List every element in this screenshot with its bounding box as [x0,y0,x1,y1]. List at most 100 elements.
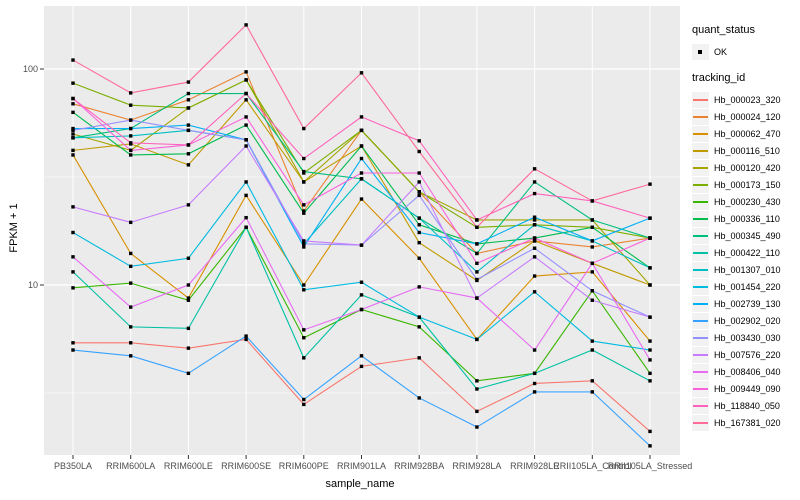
data-point [590,239,594,243]
data-point [417,230,421,235]
data-point [417,256,421,260]
data-point [71,126,75,131]
data-point [532,236,537,240]
series-color-key-icon [692,278,709,295]
series-color-key-icon [692,142,709,159]
data-point [590,270,594,274]
legend-item-Hb_002902_020: Hb_002902_020 [692,312,798,329]
data-point [244,334,248,338]
data-point [475,270,479,274]
data-point [648,339,652,343]
legend-item-Hb_007576_220: Hb_007576_220 [692,346,798,363]
data-point [359,156,364,161]
data-point [302,397,306,402]
series-color-key-icon [692,91,709,108]
data-point [475,251,479,256]
data-point [302,288,306,292]
x-tick-label: RRII105LA_Stressed [607,461,693,471]
data-point [71,255,75,259]
legend-item-label: Hb_009449_090 [714,383,781,394]
data-point [244,123,248,127]
legend-item-Hb_000116_510: Hb_000116_510 [692,142,798,159]
data-point [590,298,594,302]
data-point [244,215,248,220]
series-color-key-icon [692,346,709,363]
data-point [71,96,75,101]
data-point [129,153,133,157]
y-tick-label: 10 [27,280,38,290]
data-point [302,245,306,249]
legend-item-Hb_003430_030: Hb_003430_030 [692,329,798,346]
series-color-key-icon [692,125,709,142]
legend-item-label: Hb_000422_110 [714,247,780,258]
y-tick-label: 100 [22,64,38,74]
legend-item-Hb_118840_050: Hb_118840_050 [692,397,798,414]
series-color-key-icon [692,261,709,278]
x-axis-title: sample_name [325,478,395,490]
data-point [302,356,306,360]
legend-item-Hb_001454_220: Hb_001454_220 [692,278,798,295]
series-color-key-icon [692,414,709,431]
data-point [129,251,133,256]
data-point [302,209,306,213]
data-point [359,354,364,358]
legend-item-label: Hb_000230_430 [714,196,781,207]
data-point [129,126,133,131]
data-point [71,348,75,352]
data-point [532,239,537,243]
legend-item-label: Hb_007576_220 [714,349,781,360]
data-point [186,123,191,127]
legend-item-Hb_008406_040: Hb_008406_040 [692,363,798,380]
data-point [532,348,537,352]
data-point [71,81,75,85]
data-point [302,336,306,340]
data-point [71,110,75,115]
legend-quant-status-title: quant_status [692,24,755,36]
legend-item-label: Hb_000173_150 [714,179,781,190]
data-point [590,379,594,383]
data-point [417,223,421,227]
data-point [186,91,191,96]
data-point [590,245,594,249]
data-point [475,277,479,282]
legend-item-Hb_000120_420: Hb_000120_420 [692,159,798,176]
y-axis-title: FPKM + 1 [8,203,20,253]
data-point [302,211,306,215]
data-point [71,148,75,153]
data-point [475,225,479,229]
data-point [129,118,133,122]
series-color-key-icon [692,380,709,397]
legend-tracking-items: Hb_000023_320 Hb_000024_120 Hb_000062_470 H… [692,91,798,431]
data-point [417,240,421,245]
data-point [244,225,248,229]
legend-item-label: Hb_167381_020 [714,417,781,428]
x-tick-label: RRIM928LA [452,461,502,471]
data-point [186,371,191,376]
data-point [359,71,364,75]
data-point [648,444,652,448]
data-point [475,337,479,342]
data-point [302,239,306,243]
legend-item-label: Hb_003430_030 [714,332,781,343]
data-point [590,390,594,394]
data-point [359,171,364,175]
legend-item-label: Hb_000023_320 [714,94,781,105]
legend-item-label: Hb_001454_220 [714,281,781,292]
data-point [302,203,306,207]
data-point [302,169,306,174]
data-point [417,171,421,175]
data-point [302,283,306,287]
legend-item-Hb_000422_110: Hb_000422_110 [692,244,798,261]
ok-point-key-icon [692,43,709,60]
data-point [186,296,191,300]
data-point [129,148,133,153]
legend-item-Hb_000023_320: Hb_000023_320 [692,91,798,108]
data-point [244,91,248,96]
data-point [359,307,364,312]
series-color-key-icon [692,329,709,346]
legend: quant_status OK tracking_id Hb_000023_32… [692,24,798,431]
data-point [648,315,652,319]
data-point [359,144,364,148]
data-point [532,223,537,227]
